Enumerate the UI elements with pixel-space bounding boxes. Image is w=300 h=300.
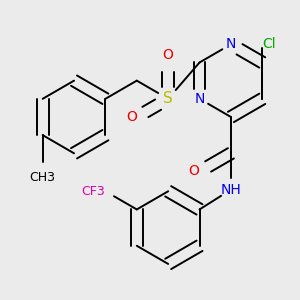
Text: N: N — [226, 37, 236, 51]
Text: Cl: Cl — [262, 37, 276, 51]
Text: NH: NH — [220, 183, 241, 196]
Text: O: O — [163, 49, 174, 62]
Text: CF3: CF3 — [82, 185, 105, 198]
Text: CH3: CH3 — [30, 172, 56, 184]
Text: S: S — [163, 91, 173, 106]
Text: O: O — [126, 110, 137, 124]
Text: N: N — [194, 92, 205, 106]
Text: O: O — [189, 164, 200, 178]
